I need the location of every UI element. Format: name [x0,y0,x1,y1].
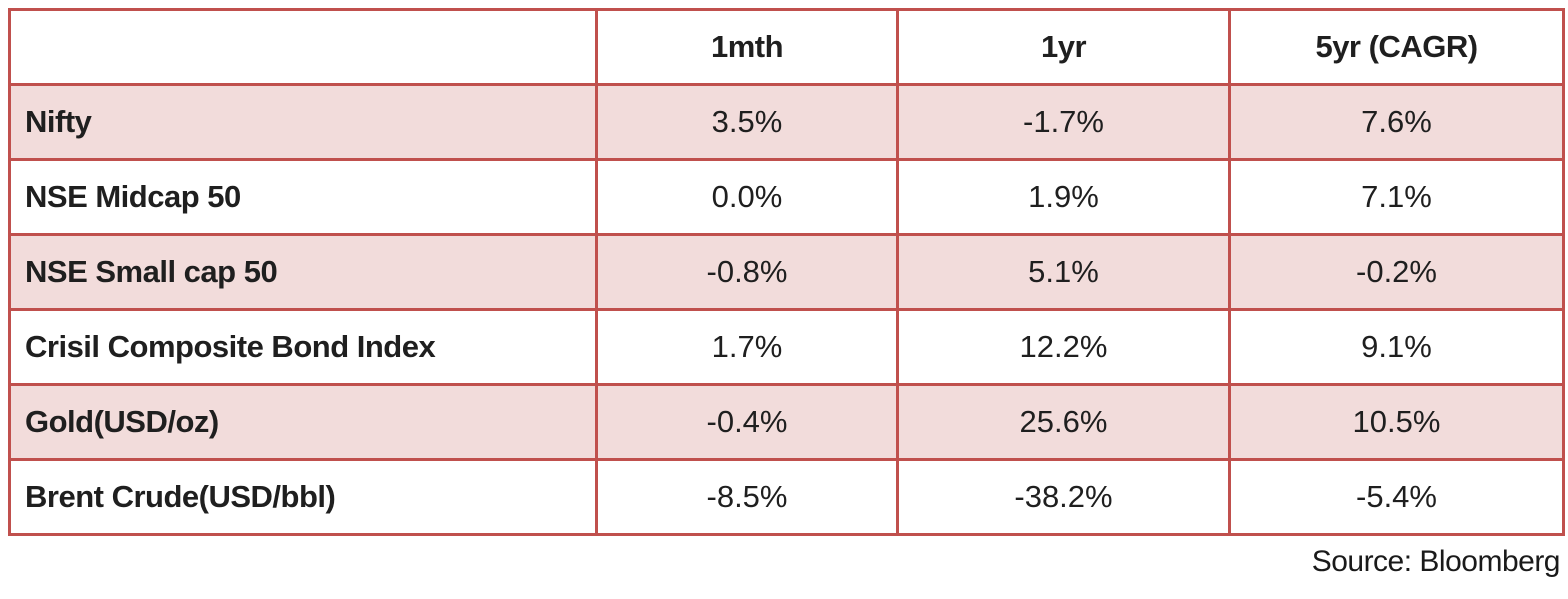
value-5yr: -5.4% [1228,458,1565,536]
value-1yr: -1.7% [896,83,1231,161]
table-row-nse-midcap-50: NSE Midcap 50 0.0% 1.9% 7.1% [8,158,1565,236]
value-1yr: 5.1% [896,233,1231,311]
header-5yr-cagr: 5yr (CAGR) [1228,8,1565,86]
value-1yr: 1.9% [896,158,1231,236]
row-label: Crisil Composite Bond Index [8,308,598,386]
value-1mth: 1.7% [595,308,899,386]
value-5yr: 10.5% [1228,383,1565,461]
value-5yr: -0.2% [1228,233,1565,311]
table-row-nse-small-cap-50: NSE Small cap 50 -0.8% 5.1% -0.2% [8,233,1565,311]
value-1mth: 3.5% [595,83,899,161]
value-1mth: -8.5% [595,458,899,536]
value-1mth: -0.8% [595,233,899,311]
row-label: Gold(USD/oz) [8,383,598,461]
table-row-gold: Gold(USD/oz) -0.4% 25.6% 10.5% [8,383,1565,461]
value-5yr: 7.6% [1228,83,1565,161]
table-row-nifty: Nifty 3.5% -1.7% 7.6% [8,83,1565,161]
source-attribution: Source: Bloomberg [1311,545,1561,578]
row-label: Brent Crude(USD/bbl) [8,458,598,536]
table-row-brent-crude: Brent Crude(USD/bbl) -8.5% -38.2% -5.4% [8,458,1565,536]
value-5yr: 7.1% [1228,158,1565,236]
value-1mth: 0.0% [595,158,899,236]
value-1yr: -38.2% [896,458,1231,536]
row-label: NSE Small cap 50 [8,233,598,311]
value-1yr: 25.6% [896,383,1231,461]
header-row: 1mth 1yr 5yr (CAGR) [8,8,1565,86]
table-row-crisil-composite-bond-index: Crisil Composite Bond Index 1.7% 12.2% 9… [8,308,1565,386]
value-1mth: -0.4% [595,383,899,461]
row-label: Nifty [8,83,598,161]
value-1yr: 12.2% [896,308,1231,386]
row-label: NSE Midcap 50 [8,158,598,236]
header-1yr: 1yr [896,8,1231,86]
header-1mth: 1mth [595,8,899,86]
market-performance-table: 1mth 1yr 5yr (CAGR) Nifty 3.5% -1.7% 7.6… [8,8,1565,536]
value-5yr: 9.1% [1228,308,1565,386]
header-blank [8,8,598,86]
